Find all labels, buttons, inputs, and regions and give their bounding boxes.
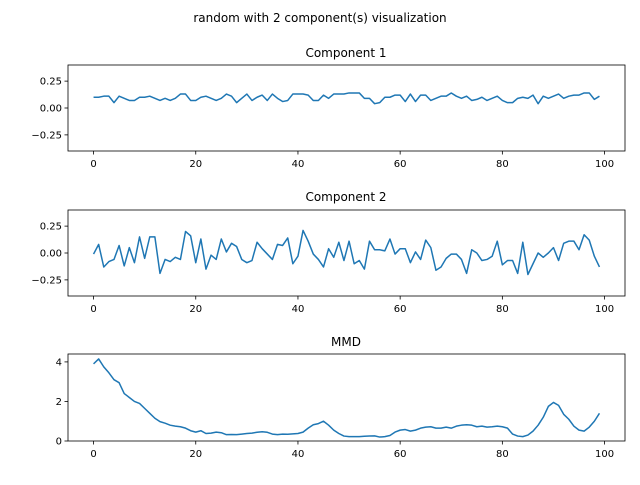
mmd-series-line — [93, 358, 601, 438]
mmd-title: MMD — [331, 335, 361, 349]
component-1-xtick-label: 20 — [189, 159, 202, 170]
component-2-title: Component 2 — [305, 190, 386, 204]
mmd-panel: MMD 0 20 40 60 80 100 0 2 4 — [56, 335, 626, 460]
figure-suptitle: random with 2 component(s) visualization — [193, 11, 446, 25]
component-2-xtick-label: 80 — [496, 304, 509, 315]
component-1-xtick-label: 60 — [394, 159, 407, 170]
component-1-xtick-label: 0 — [90, 159, 96, 170]
mmd-xtick-label: 0 — [90, 449, 96, 460]
component-1-series-line — [93, 92, 600, 105]
component-2-panel: Component 2 0 20 40 60 80 100 −0.25 0.00 0.25 — [31, 190, 626, 315]
component-2-ytick-label: 0.00 — [40, 249, 62, 260]
mmd-ytick-label: 4 — [56, 357, 62, 368]
mmd-xtick-label: 40 — [292, 449, 305, 460]
component-1-ytick-label: 0.00 — [40, 104, 62, 115]
component-1-xtick-label: 100 — [595, 159, 614, 170]
component-2-xtick-label: 0 — [90, 304, 96, 315]
mmd-ytick-label: 0 — [56, 437, 62, 448]
component-2-series-line — [92, 229, 601, 276]
mmd-xtick-label: 60 — [394, 449, 407, 460]
component-1-xtick-label: 80 — [496, 159, 509, 170]
component-1-title: Component 1 — [305, 46, 386, 60]
component-2-xtick-label: 60 — [394, 304, 407, 315]
mmd-ytick-label: 2 — [56, 397, 62, 408]
mmd-xtick-label: 100 — [595, 449, 614, 460]
component-1-panel: Component 1 0 20 40 60 80 100 −0.25 0.00 0.25 — [31, 46, 626, 170]
component-2-xtick-label: 100 — [595, 304, 614, 315]
component-1-ytick-label: 0.25 — [40, 77, 62, 88]
mmd-xtick-label: 80 — [496, 449, 509, 460]
component-1-xtick-label: 40 — [292, 159, 305, 170]
component-2-ytick-label: 0.25 — [40, 222, 62, 233]
component-2-ytick-label: −0.25 — [31, 275, 62, 286]
mmd-axes-frame — [67, 353, 626, 442]
component-2-xtick-label: 40 — [292, 304, 305, 315]
component-1-ytick-label: −0.25 — [31, 130, 62, 141]
component-2-xtick-label: 20 — [189, 304, 202, 315]
mmd-xtick-label: 20 — [189, 449, 202, 460]
